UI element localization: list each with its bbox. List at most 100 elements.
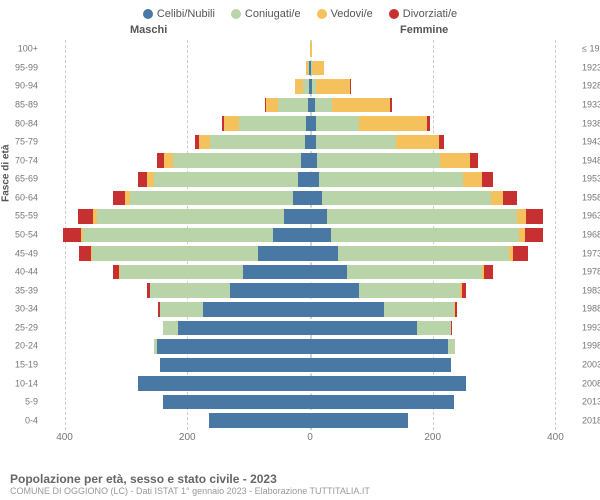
chart-subtitle: COMUNE DI OGGIONO (LC) - Dati ISTAT 1° g… bbox=[10, 486, 590, 496]
bar-segment bbox=[160, 302, 203, 317]
female-bar bbox=[310, 376, 580, 391]
birth-year-label: 2003-2007 bbox=[582, 361, 600, 370]
bar-segment bbox=[160, 358, 310, 373]
bar-segment bbox=[266, 98, 278, 113]
plot-area: 100+95-9990-9485-8980-8475-7970-7465-696… bbox=[40, 40, 580, 430]
birth-year-label: 1933-1937 bbox=[582, 101, 600, 110]
birth-year-label: 1993-1997 bbox=[582, 323, 600, 332]
bar-segment bbox=[120, 265, 243, 280]
bar-segment bbox=[138, 376, 310, 391]
legend-item: Coniugati/e bbox=[231, 8, 301, 20]
gender-headers: Maschi Femmine bbox=[0, 24, 600, 40]
bar-segment bbox=[338, 246, 510, 261]
bar-row bbox=[40, 321, 580, 336]
legend-swatch bbox=[231, 9, 241, 19]
bar-segment bbox=[316, 79, 350, 94]
birth-year-label: 1928-1932 bbox=[582, 82, 600, 91]
x-axis: 4002000200400 bbox=[40, 432, 580, 446]
legend-swatch bbox=[317, 9, 327, 19]
bar-segment bbox=[310, 209, 327, 224]
bar-segment bbox=[359, 116, 427, 131]
bar-row bbox=[40, 228, 580, 243]
birth-year-label: 2008-2012 bbox=[582, 379, 600, 388]
male-bar bbox=[40, 413, 310, 428]
bar-segment bbox=[310, 246, 338, 261]
legend-swatch bbox=[143, 9, 153, 19]
bar-segment bbox=[310, 228, 331, 243]
age-label: 95-99 bbox=[0, 63, 38, 72]
bar-segment bbox=[209, 413, 310, 428]
y-axis-birth: ≤ 19221923-19271928-19321933-19371938-19… bbox=[582, 40, 600, 430]
male-bar bbox=[40, 376, 310, 391]
female-bar bbox=[310, 209, 580, 224]
bar-segment bbox=[513, 246, 528, 261]
age-label: 60-64 bbox=[0, 193, 38, 202]
bar-row bbox=[40, 395, 580, 410]
bar-row bbox=[40, 172, 580, 187]
birth-year-label: 1923-1927 bbox=[582, 63, 600, 72]
female-bar bbox=[310, 395, 580, 410]
bar-segment bbox=[491, 191, 503, 206]
bar-segment bbox=[417, 321, 451, 336]
age-label: 80-84 bbox=[0, 119, 38, 128]
bar-row bbox=[40, 191, 580, 206]
birth-year-label: 1978-1982 bbox=[582, 268, 600, 277]
bar-segment bbox=[203, 302, 310, 317]
female-bar bbox=[310, 191, 580, 206]
bar-segment bbox=[310, 321, 417, 336]
bar-segment bbox=[97, 209, 284, 224]
bar-segment bbox=[310, 376, 466, 391]
female-bar bbox=[310, 283, 580, 298]
legend-label: Celibi/Nubili bbox=[157, 8, 215, 20]
age-label: 30-34 bbox=[0, 305, 38, 314]
bar-segment bbox=[273, 228, 310, 243]
bar-segment bbox=[525, 228, 543, 243]
bar-segment bbox=[199, 135, 210, 150]
birth-year-label: 2018-2022 bbox=[582, 416, 600, 425]
x-tick-label: 400 bbox=[56, 432, 73, 443]
bar-segment bbox=[322, 191, 491, 206]
birth-year-label: 1948-1952 bbox=[582, 156, 600, 165]
bar-segment bbox=[79, 246, 91, 261]
age-label: 75-79 bbox=[0, 138, 38, 147]
bar-segment bbox=[440, 153, 469, 168]
birth-year-label: 1953-1957 bbox=[582, 175, 600, 184]
age-label: 85-89 bbox=[0, 101, 38, 110]
x-tick-label: 400 bbox=[547, 432, 564, 443]
chart-title: Popolazione per età, sesso e stato civil… bbox=[10, 472, 590, 486]
male-bar bbox=[40, 228, 310, 243]
bar-segment bbox=[359, 283, 460, 298]
bar-segment bbox=[310, 153, 317, 168]
bar-segment bbox=[310, 395, 454, 410]
age-label: 35-39 bbox=[0, 286, 38, 295]
bar-row bbox=[40, 116, 580, 131]
bar-segment bbox=[310, 413, 408, 428]
legend-label: Divorziati/e bbox=[403, 8, 457, 20]
bar-row bbox=[40, 79, 580, 94]
bar-segment bbox=[462, 283, 467, 298]
bar-row bbox=[40, 135, 580, 150]
male-bar bbox=[40, 339, 310, 354]
bar-segment bbox=[310, 191, 322, 206]
birth-year-label: 1963-1967 bbox=[582, 212, 600, 221]
female-bar bbox=[310, 42, 580, 57]
bar-segment bbox=[278, 98, 307, 113]
bar-segment bbox=[298, 172, 310, 187]
bar-segment bbox=[463, 172, 481, 187]
legend-label: Vedovi/e bbox=[331, 8, 373, 20]
female-bar bbox=[310, 339, 580, 354]
bar-segment bbox=[396, 135, 439, 150]
bar-row bbox=[40, 61, 580, 76]
age-label: 55-59 bbox=[0, 212, 38, 221]
legend-item: Vedovi/e bbox=[317, 8, 373, 20]
bar-row bbox=[40, 209, 580, 224]
bar-row bbox=[40, 302, 580, 317]
male-bar bbox=[40, 209, 310, 224]
age-label: 10-14 bbox=[0, 379, 38, 388]
bar-segment bbox=[130, 191, 293, 206]
birth-year-label: 1983-1987 bbox=[582, 286, 600, 295]
bar-segment bbox=[210, 135, 305, 150]
age-label: 5-9 bbox=[0, 398, 38, 407]
y-axis-age: 100+95-9990-9485-8980-8475-7970-7465-696… bbox=[0, 40, 38, 430]
bar-segment bbox=[310, 42, 312, 57]
